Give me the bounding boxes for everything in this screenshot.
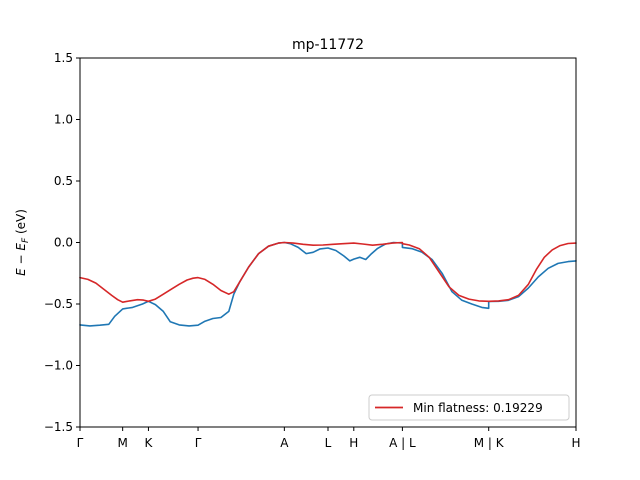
x-tick-label: Γ bbox=[77, 436, 84, 450]
chart-title: mp-11772 bbox=[292, 37, 364, 53]
y-tick-label: −1.5 bbox=[44, 420, 73, 434]
band-line-2 bbox=[79, 241, 577, 303]
y-tick-label: −1.0 bbox=[44, 359, 73, 373]
band-line-1 bbox=[79, 241, 577, 327]
x-tick-label: H bbox=[571, 436, 580, 450]
legend-box bbox=[368, 394, 570, 421]
y-tick-label: 0.5 bbox=[54, 174, 73, 188]
x-tick-label: A | L bbox=[389, 436, 416, 450]
legend: Min flatness: 0.19229 bbox=[368, 394, 570, 421]
x-tick-label: M | K bbox=[474, 436, 505, 450]
y-tick-label: 0.0 bbox=[54, 236, 73, 250]
plot-lines bbox=[79, 241, 577, 327]
plot-frame bbox=[79, 57, 577, 428]
x-tick-label: K bbox=[145, 436, 154, 450]
x-axis: Γ M K Γ A L H A | L M | K H bbox=[77, 427, 581, 450]
x-tick-label: L bbox=[325, 436, 332, 450]
x-tick-label: M bbox=[117, 436, 127, 450]
y-tick-label: 1.0 bbox=[54, 113, 73, 127]
x-tick-label: Γ bbox=[195, 436, 202, 450]
y-axis-label-subscript: F bbox=[21, 237, 31, 243]
x-tick-label: H bbox=[349, 436, 358, 450]
x-tick-label: A bbox=[280, 436, 289, 450]
y-axis: 1.5 1.0 0.5 0.0 −0.5 −1.0 −1.5 bbox=[44, 51, 80, 434]
y-axis-label-unit: (eV) bbox=[14, 209, 28, 238]
y-axis-label-main: E − E bbox=[14, 243, 28, 276]
y-tick-label: 1.5 bbox=[54, 51, 73, 65]
legend-label: Min flatness: 0.19229 bbox=[413, 401, 543, 415]
y-tick-label: −0.5 bbox=[44, 297, 73, 311]
y-axis-label: E − EF (eV) bbox=[14, 209, 31, 276]
